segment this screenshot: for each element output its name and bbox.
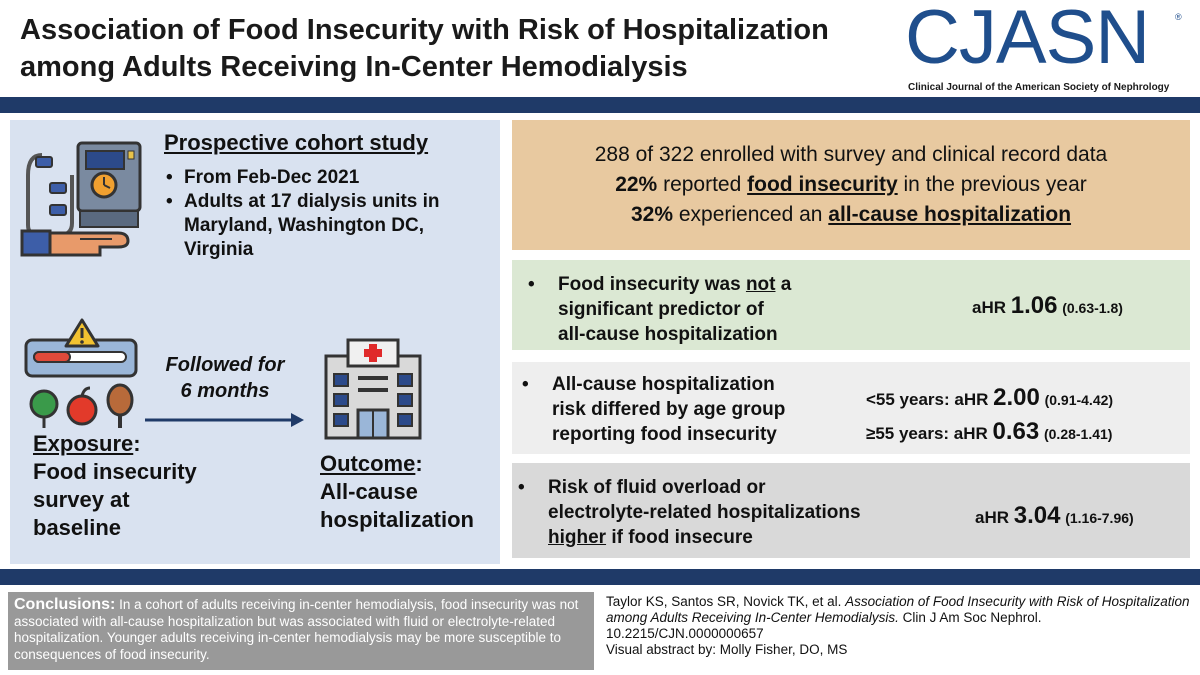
exposure-label: Exposure	[33, 431, 134, 456]
outcome-label: Outcome	[320, 451, 416, 476]
finding-1-line-1-b: a	[780, 274, 792, 295]
finding-1-line-1-a: Food insecurity was	[558, 274, 741, 295]
summary-box	[512, 120, 1190, 250]
summary-hospitalization-pct: 32%	[630, 203, 673, 226]
finding-2-ahr-under-55: <55 years: aHR 2.00 (0.91-4.42)	[866, 384, 1113, 412]
outcome-text-line-1: All-cause	[320, 479, 418, 504]
bullet: •	[528, 274, 535, 295]
follow-up-label: Followed for 6 months	[150, 352, 300, 404]
summary-line-2-text-a: reported	[663, 173, 742, 196]
exposure-text-line-1: Food insecurity	[33, 459, 197, 484]
ahr-label: <55 years: aHR	[866, 390, 989, 409]
title-line-2: among Adults Receiving In-Center Hemodia…	[20, 51, 688, 83]
follow-up-line-1: Followed for	[165, 354, 285, 376]
finding-3-box	[512, 463, 1190, 558]
finding-2-text: • All-cause hospitalization risk differe…	[522, 372, 852, 450]
citation: Taylor KS, Santos SR, Novick TK, et al. …	[606, 594, 1196, 658]
summary-line-2: 22% reported food insecurity in the prev…	[512, 170, 1190, 200]
conclusions-text: In a cohort of adults receiving in-cente…	[14, 597, 579, 662]
finding-2-box	[512, 362, 1190, 454]
exposure-text-line-3: baseline	[33, 515, 122, 540]
ahr-ci: (0.63-1.8)	[1062, 300, 1123, 316]
finding-1-box	[512, 260, 1190, 350]
logo-wordmark: CJASN	[905, 0, 1150, 80]
food-insecurity-icon	[24, 318, 138, 428]
title-line-1: Association of Food Insecurity with Risk…	[20, 14, 829, 46]
finding-3-line-3: higher if food insecure	[548, 525, 861, 550]
logo-subtitle: Clinical Journal of the American Society…	[908, 82, 1170, 93]
finding-1-ahr: aHR 1.06 (0.63-1.8)	[972, 292, 1123, 320]
bullet: •	[518, 477, 525, 498]
arrow-right-icon	[145, 413, 304, 427]
finding-3-line-3-b: if food insecure	[611, 527, 753, 548]
ahr-value: 0.63	[992, 418, 1040, 445]
finding-2-line-3: reporting food insecurity	[552, 424, 777, 445]
finding-1-line-3: all-cause hospitalization	[558, 324, 778, 345]
finding-2-line-1: All-cause hospitalization	[552, 374, 775, 395]
finding-1-line-1: Food insecurity was not a	[558, 272, 791, 297]
finding-3-ahr: aHR 3.04 (1.16-7.96)	[975, 502, 1134, 530]
ahr-value: 2.00	[993, 384, 1040, 411]
ahr-ci: (0.91-4.42)	[1044, 392, 1114, 408]
header-divider-band	[0, 97, 1200, 113]
ahr-value: 3.04	[1013, 502, 1061, 529]
ahr-ci: (1.16-7.96)	[1065, 510, 1134, 526]
footer-divider-band	[0, 569, 1200, 585]
study-heading: Prospective cohort study	[164, 130, 429, 155]
ahr-ci: (0.28-1.41)	[1043, 426, 1113, 442]
exposure-block: Exposure: Food insecurity survey at base…	[33, 430, 233, 542]
conclusions-label: Conclusions:	[14, 596, 116, 613]
outcome-text-line-2: hospitalization	[320, 507, 474, 532]
finding-2-ahr-55-plus: ≥55 years: aHR 0.63 (0.28-1.41)	[866, 418, 1112, 446]
cjasn-logo: CJASN ® Clinical Journal of the American…	[905, 0, 1190, 96]
hospital-icon	[324, 338, 422, 440]
citation-credit: Visual abstract by: Molly Fisher, DO, MS	[606, 642, 848, 657]
citation-title: Association of Food Insecurity with Risk…	[606, 594, 1190, 625]
page-title: Association of Food Insecurity with Risk…	[20, 12, 900, 86]
conclusions-box: Conclusions: In a cohort of adults recei…	[8, 592, 594, 670]
finding-2-line-2: risk differed by age group	[552, 399, 786, 420]
dialysis-machine-icon	[20, 141, 142, 257]
summary-text: 288 of 322 enrolled with survey and clin…	[512, 140, 1190, 230]
finding-1-text: • Food insecurity was not a significant …	[528, 272, 858, 350]
finding-3-higher: higher	[548, 527, 607, 548]
study-details-list: From Feb-Dec 2021 Adults at 17 dialysis …	[164, 166, 484, 262]
summary-line-3-text-a: experienced an	[678, 203, 823, 226]
outcome-block: Outcome: All-cause hospitalization	[320, 450, 500, 534]
finding-1-line-2: significant predictor of	[558, 299, 764, 320]
citation-journal: Clin J Am Soc Nephrol.	[902, 610, 1042, 625]
exposure-text-line-2: survey at	[33, 487, 130, 512]
summary-line-2-text-b: in the previous year	[903, 173, 1087, 196]
list-item: Adults at 17 dialysis units in Maryland,…	[164, 190, 484, 262]
summary-hospitalization-key: all-cause hospitalization	[828, 203, 1072, 226]
follow-up-line-2: 6 months	[180, 380, 270, 402]
citation-authors: Taylor KS, Santos SR, Novick TK, et al.	[606, 594, 842, 609]
finding-1-not: not	[745, 274, 776, 295]
list-item: From Feb-Dec 2021	[164, 166, 484, 190]
ahr-value: 1.06	[1010, 292, 1058, 319]
ahr-label: aHR	[972, 298, 1007, 317]
summary-food-insecurity-key: food insecurity	[747, 173, 898, 196]
citation-doi[interactable]: 10.2215/CJN.0000000657	[606, 626, 764, 641]
finding-3-line-2: electrolyte-related hospitalizations	[548, 502, 861, 523]
ahr-label: aHR	[975, 508, 1010, 527]
bullet: •	[522, 374, 529, 395]
finding-3-line-1: Risk of fluid overload or	[548, 477, 766, 498]
summary-food-insecurity-pct: 22%	[615, 173, 658, 196]
logo-registered-mark: ®	[1175, 12, 1182, 22]
summary-line-1: 288 of 322 enrolled with survey and clin…	[594, 143, 1108, 166]
finding-3-text: • Risk of fluid overload or electrolyte-…	[518, 475, 938, 555]
summary-line-3: 32% experienced an all-cause hospitaliza…	[512, 200, 1190, 230]
ahr-label: ≥55 years: aHR	[866, 424, 988, 443]
